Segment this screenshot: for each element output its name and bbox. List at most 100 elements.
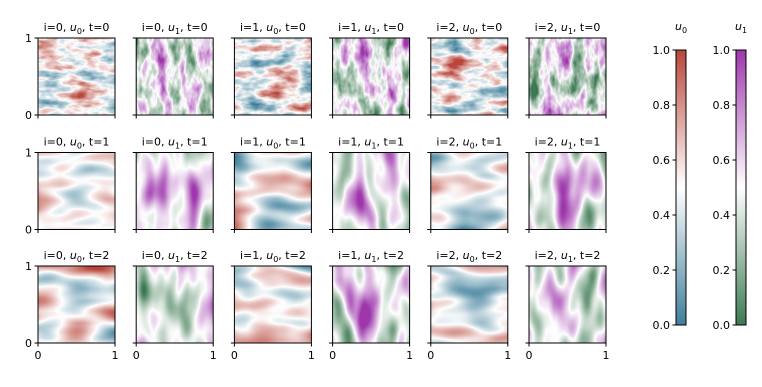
panel: i=1, u0, t=20 1 bbox=[230, 249, 315, 362]
title-sub: 0 bbox=[470, 255, 475, 264]
title-text: , t=2 bbox=[475, 249, 503, 262]
title-sub: 1 bbox=[175, 142, 180, 151]
title-var: u bbox=[168, 136, 175, 149]
colorbar-tick-label: 0.8 bbox=[713, 99, 731, 112]
title-text: , t=2 bbox=[82, 249, 110, 262]
title-var: u bbox=[70, 21, 77, 34]
title-sub: 1 bbox=[371, 255, 376, 264]
title-text: i=1, bbox=[338, 249, 364, 262]
title-var: u bbox=[561, 249, 568, 262]
x-tick-label: 0 bbox=[133, 349, 140, 362]
panel: i=2, u0, t=1 bbox=[427, 136, 509, 233]
colorbar-tick-label: 1.0 bbox=[653, 44, 671, 57]
panel-frame bbox=[233, 265, 312, 344]
panel-title: i=0, u1, t=2 bbox=[142, 249, 208, 264]
title-sub: 1 bbox=[371, 142, 376, 151]
title-var: u bbox=[266, 21, 273, 34]
title-var: u bbox=[168, 249, 175, 262]
panel: i=0, u1, t=0 bbox=[132, 21, 214, 119]
colorbar-tick-label: 0.2 bbox=[713, 264, 731, 277]
heatmap-image bbox=[136, 266, 214, 343]
panel: i=0, u0, t=0 0 1 bbox=[25, 21, 116, 122]
x-tick-label: 1 bbox=[308, 349, 315, 362]
colorbar-label: u1 bbox=[735, 20, 747, 35]
panel-frame bbox=[332, 37, 411, 116]
title-text: , t=2 bbox=[573, 249, 601, 262]
heatmap-image bbox=[430, 266, 508, 343]
colorbar-tick-label: 0.4 bbox=[653, 209, 671, 222]
title-sub: 0 bbox=[470, 27, 475, 36]
panel-title: i=2, u0, t=1 bbox=[436, 136, 502, 151]
title-text: , t=1 bbox=[573, 136, 601, 149]
title-text: i=1, bbox=[338, 21, 364, 34]
title-var: u bbox=[266, 249, 273, 262]
colorbar: u1 0.0 0.2 0.4 0.6 0.8 1.0 bbox=[713, 20, 748, 332]
panel-title: i=1, u1, t=0 bbox=[338, 21, 404, 36]
panel-frame bbox=[528, 152, 607, 230]
title-var: u bbox=[70, 249, 77, 262]
panel-frame bbox=[37, 152, 116, 230]
title-text: i=1, bbox=[240, 21, 266, 34]
label-var: u bbox=[735, 20, 742, 33]
label-sub: 1 bbox=[742, 26, 747, 35]
heatmap-image bbox=[136, 38, 214, 115]
x-tick-label: 0 bbox=[329, 349, 336, 362]
panel-frame bbox=[528, 265, 607, 344]
panel: i=0, u0, t=20 101 bbox=[25, 249, 119, 362]
heatmap-image bbox=[38, 152, 115, 230]
x-tick-label: 1 bbox=[210, 349, 217, 362]
y-tick-label: 1 bbox=[25, 32, 32, 45]
panel-frame bbox=[37, 265, 116, 344]
x-tick-label: 0 bbox=[526, 349, 533, 362]
panel-frame bbox=[332, 265, 411, 344]
x-tick-label: 1 bbox=[504, 349, 511, 362]
panel: i=2, u1, t=20 1 bbox=[525, 249, 610, 362]
title-text: i=0, bbox=[44, 21, 70, 34]
title-var: u bbox=[463, 136, 470, 149]
title-text: i=0, bbox=[44, 249, 70, 262]
panel-frame bbox=[135, 265, 214, 344]
colorbar-tick-label: 0.0 bbox=[713, 319, 731, 332]
panel-frame bbox=[233, 152, 312, 230]
title-sub: 0 bbox=[273, 27, 278, 36]
title-text: , t=2 bbox=[180, 249, 208, 262]
title-text: , t=1 bbox=[180, 136, 208, 149]
panel-title: i=1, u0, t=0 bbox=[240, 21, 306, 36]
title-sub: 1 bbox=[568, 255, 573, 264]
panel-title: i=2, u1, t=0 bbox=[535, 21, 601, 36]
title-text: , t=0 bbox=[278, 21, 306, 34]
heatmap-image bbox=[332, 266, 410, 343]
panel: i=0, u1, t=1 bbox=[132, 136, 214, 233]
title-text: i=2, bbox=[436, 21, 462, 34]
y-tick-label: 0 bbox=[25, 109, 32, 122]
panel-title: i=2, u1, t=1 bbox=[535, 136, 601, 151]
y-tick-label: 0 bbox=[25, 337, 32, 350]
heatmap-image bbox=[234, 152, 312, 230]
title-var: u bbox=[561, 136, 568, 149]
panel-title: i=1, u0, t=1 bbox=[240, 136, 306, 151]
panel-frame bbox=[430, 265, 509, 344]
title-var: u bbox=[70, 136, 77, 149]
heatmap-image bbox=[38, 38, 115, 115]
title-var: u bbox=[463, 249, 470, 262]
title-text: i=1, bbox=[240, 136, 266, 149]
title-sub: 0 bbox=[77, 255, 82, 264]
heatmap-image bbox=[234, 266, 312, 343]
panel-title: i=0, u0, t=0 bbox=[44, 21, 110, 36]
y-tick-label: 1 bbox=[25, 147, 32, 160]
colorbar-gradient bbox=[675, 49, 687, 326]
panel: i=1, u1, t=2 0 1 bbox=[329, 249, 413, 362]
colorbar: u0 0.0 0.2 0.4 0.6 0.8 1.0 bbox=[653, 20, 688, 332]
y-tick-label: 0 bbox=[25, 224, 32, 237]
title-sub: 0 bbox=[273, 142, 278, 151]
panel-title: i=1, u1, t=2 bbox=[338, 249, 404, 264]
x-tick-label: 1 bbox=[406, 349, 413, 362]
title-text: i=1, bbox=[240, 249, 266, 262]
panel-frame bbox=[332, 152, 411, 230]
title-text: i=2, bbox=[535, 136, 561, 149]
title-text: , t=1 bbox=[475, 136, 503, 149]
panel: i=1, u0, t=1 bbox=[230, 136, 312, 233]
title-var: u bbox=[364, 21, 371, 34]
panel: i=1, u1, t=0 bbox=[329, 21, 411, 119]
colorbar-tick-label: 0.0 bbox=[653, 319, 671, 332]
